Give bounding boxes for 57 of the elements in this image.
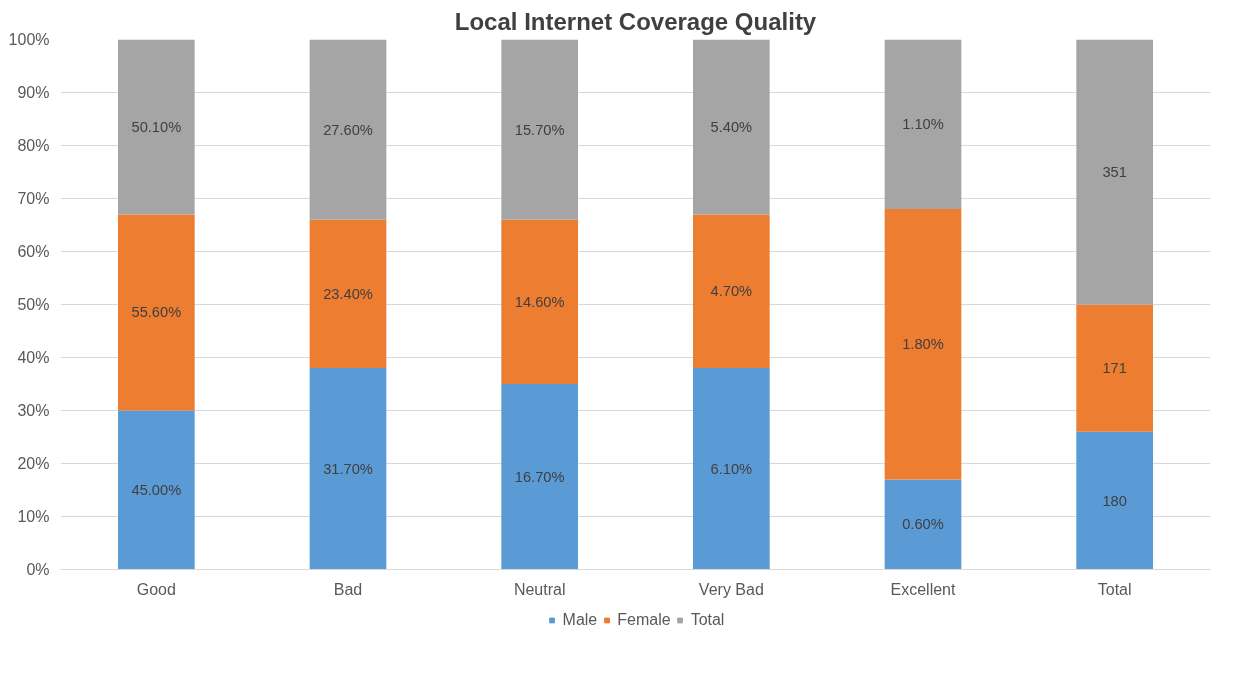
bar [309, 368, 387, 570]
annotation: 23.40% [323, 285, 373, 302]
legend-label: Total [690, 611, 725, 629]
y-tick-label: 10% [17, 508, 50, 525]
legend-label: Female [617, 611, 671, 629]
bar [118, 410, 195, 570]
annotation: 171 [1102, 360, 1127, 377]
bar [884, 209, 962, 480]
y-tick-label: 60% [17, 243, 50, 260]
annotation: 45.00% [131, 482, 182, 498]
bar [309, 39, 387, 220]
y-tick-label: 100% [8, 31, 50, 48]
bar [693, 39, 770, 215]
x-tick-label: Excellent [890, 580, 957, 598]
y-tick-label: 80% [17, 137, 50, 154]
x-tick-label: Bad [333, 580, 363, 598]
y-tick-label: 90% [17, 84, 50, 101]
annotation: 27.60% [323, 121, 373, 138]
x-tick-label: Very Bad [698, 580, 764, 598]
annotation: 14.60% [514, 293, 565, 310]
x-tick-label: Good [136, 580, 176, 598]
x-tick-label: Neutral [513, 580, 566, 598]
bar [501, 219, 578, 384]
chart-title: Local Internet Coverage Quality [454, 7, 817, 35]
annotation: 31.70% [323, 460, 373, 477]
bar [1076, 39, 1153, 305]
annotation: 16.70% [514, 468, 565, 485]
annotation: 180 [1102, 492, 1127, 509]
x-tick-label: Total [1097, 580, 1132, 598]
bar [309, 219, 387, 369]
bar [1076, 304, 1153, 432]
annotation: 0.60% [902, 516, 944, 533]
annotation: 1.10% [902, 116, 944, 133]
annotation: 1.80% [902, 336, 944, 353]
y-tick-label: 20% [17, 455, 50, 472]
bar [501, 39, 578, 220]
y-tick-label: 50% [17, 296, 50, 313]
annotation: 15.70% [514, 121, 565, 138]
y-tick-label: 0% [26, 561, 50, 578]
bar [118, 39, 195, 215]
bar [501, 384, 578, 570]
y-tick-label: 40% [17, 349, 50, 366]
annotation: 5.40% [710, 118, 753, 135]
annotation: 4.70% [710, 283, 753, 300]
annotation: 351 [1102, 164, 1127, 180]
bar [884, 39, 962, 210]
y-tick-label: 30% [17, 402, 50, 419]
bar [884, 479, 962, 570]
y-tick-label: 70% [17, 190, 50, 207]
annotation: 50.10% [131, 118, 182, 135]
bar [693, 368, 770, 570]
annotation: 6.10% [710, 460, 753, 477]
bar [1076, 431, 1153, 570]
bar [118, 214, 195, 411]
bar [693, 214, 770, 369]
legend-label: Male [562, 611, 598, 629]
annotation: 55.60% [131, 304, 182, 321]
